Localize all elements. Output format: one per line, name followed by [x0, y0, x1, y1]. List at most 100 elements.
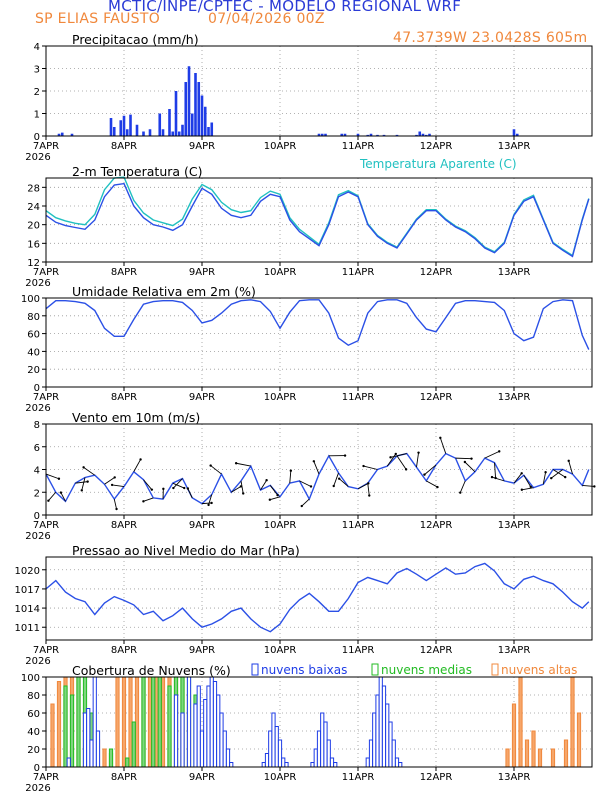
wind-arrow	[367, 483, 370, 496]
x-tick-label: 11APR	[342, 772, 375, 783]
x-tick-label: 9APR	[189, 141, 215, 152]
high-cloud-bar	[563, 739, 569, 768]
wind-arrow	[289, 470, 292, 484]
precip-bar	[70, 133, 74, 136]
low-cloud-bar	[271, 712, 276, 768]
y-tick-label: 1011	[15, 623, 40, 634]
x-tick-label: 11APR	[342, 141, 375, 152]
precip-bar	[161, 129, 165, 136]
precip-bar	[376, 134, 379, 136]
low-cloud-bar	[229, 762, 234, 768]
low-cloud-bar	[193, 703, 198, 768]
x-tick-label: 10APR	[264, 645, 297, 656]
wind-arrow	[143, 479, 153, 490]
wind-arrow-head	[172, 486, 175, 490]
wind-arrow	[299, 480, 312, 487]
panel-title: Precipitacao (mm/h)	[72, 32, 199, 47]
precip-bar	[428, 133, 431, 136]
wind-arrow-head	[47, 499, 50, 502]
mid-cloud-bar	[141, 676, 146, 768]
high-cloud-bar	[511, 703, 517, 768]
wind-arrow-head	[389, 456, 392, 459]
wind-arrow-head	[417, 451, 420, 454]
wind-arrow-head	[57, 477, 61, 480]
precip-bar	[168, 109, 171, 136]
low-cloud-bar	[365, 757, 370, 768]
x-tick-label: 8APR	[111, 267, 137, 278]
x-year-label: 2026	[25, 783, 50, 792]
precip-bar	[194, 73, 197, 136]
x-tick-label: 13APR	[498, 392, 531, 403]
x-tick-label: 12APR	[420, 267, 453, 278]
precip-bar	[187, 66, 191, 136]
low-cloud-bar	[313, 748, 318, 768]
wind-arrow-head	[150, 488, 154, 491]
low-cloud-bar	[199, 730, 205, 768]
x-tick-label: 10APR	[264, 141, 297, 152]
x-tick-label: 10APR	[264, 267, 297, 278]
high-cloud-bar	[128, 676, 133, 768]
precip-bar	[421, 133, 425, 136]
wind-arrow-head	[520, 488, 524, 491]
panel-frame	[45, 556, 593, 641]
low-cloud-bar	[385, 703, 390, 768]
panel-5: 1011 1014 1017 1020 7APR 8APR 9APR 10APR 11APR 12…	[15, 543, 593, 667]
wind-arrow-head	[209, 464, 212, 467]
x-tick-label: 7APR	[33, 645, 59, 656]
y-tick-label: 20	[27, 365, 40, 376]
panel-title: Pressao ao Nivel Medio do Mar (hPa)	[72, 543, 300, 558]
precip-bar	[174, 91, 178, 136]
wind-arrow-head	[470, 457, 473, 460]
wind-arrow	[269, 496, 281, 501]
y-tick-label: 28	[27, 183, 40, 194]
wind-arrow	[582, 484, 595, 487]
low-cloud-bar	[368, 739, 374, 768]
wind-arrow	[48, 491, 57, 501]
x-tick-label: 13APR	[498, 645, 531, 656]
panel-6: 0 20 40 60 80 100 7APR 8APR 9APR 10APR 11APR 12APR 1…	[21, 663, 593, 792]
x-tick-label: 9APR	[189, 645, 215, 656]
x-tick-label: 13APR	[498, 520, 531, 531]
y-tick-label: 12	[27, 258, 40, 269]
precip-bar	[122, 115, 126, 136]
precip-bar	[190, 113, 194, 136]
y-tick-label: 40	[27, 347, 40, 358]
x-tick-label: 10APR	[264, 392, 297, 403]
low-cloud-bar	[216, 694, 221, 768]
precip-bar	[324, 133, 327, 136]
x-tick-label: 11APR	[342, 267, 375, 278]
wind-arrow-head	[300, 504, 303, 508]
low-cloud-bar	[212, 681, 218, 768]
wind-arrow	[260, 479, 267, 491]
wind-arrow-head	[265, 479, 268, 482]
wind-arrow	[386, 453, 397, 467]
wind-arrow-head	[544, 470, 547, 474]
y-tick-label: 0	[34, 511, 40, 522]
precip-bar	[125, 129, 129, 136]
wind-arrow-head	[490, 475, 494, 479]
precip-bar	[415, 134, 418, 136]
high-cloud-bar	[115, 676, 120, 768]
precip-bar	[135, 124, 139, 136]
x-tick-label: 13APR	[498, 772, 531, 783]
wind-arrow-head	[564, 475, 567, 479]
low-cloud-bar	[92, 676, 97, 768]
wind-arrow-head	[498, 450, 501, 453]
mid-cloud-bar	[157, 676, 162, 768]
y-tick-label: 1	[34, 110, 40, 121]
precip-bar	[200, 95, 204, 136]
x-tick-label: 12APR	[420, 392, 453, 403]
precip-bar	[119, 120, 123, 136]
wind-arrow	[494, 462, 497, 479]
wind-arrow	[173, 478, 183, 489]
y-tick-label: 0	[34, 383, 40, 394]
low-cloud-bar	[274, 726, 279, 768]
high-cloud-bar	[576, 712, 582, 768]
wind-arrow	[357, 482, 369, 490]
wind-arrow	[81, 477, 86, 491]
precip-bar	[369, 133, 373, 136]
cloud-legend-label: nuvens medias	[381, 663, 472, 677]
series-line	[45, 299, 590, 350]
wind-arrow	[396, 455, 407, 470]
wind-arrow-head	[110, 483, 114, 487]
